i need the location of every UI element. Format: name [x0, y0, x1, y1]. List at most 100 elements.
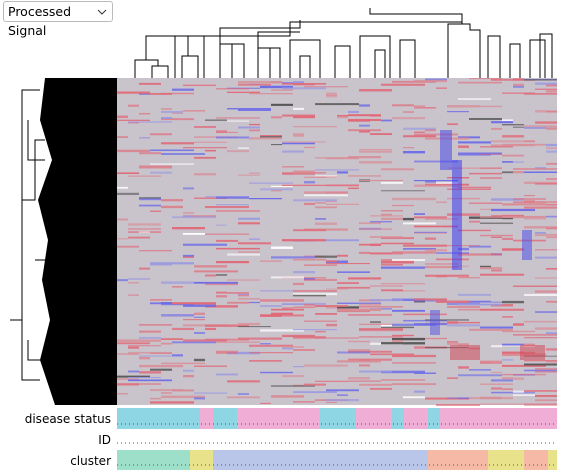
heatmap-cell — [513, 198, 546, 200]
heatmap-cell — [128, 122, 139, 124]
heatmap-cell — [414, 180, 458, 182]
heatmap-cell — [227, 396, 260, 399]
heatmap-cell — [469, 369, 491, 371]
heatmap-cell — [194, 358, 205, 362]
heatmap-cell — [271, 89, 293, 91]
heatmap-cell — [139, 82, 161, 85]
heatmap-cell — [414, 79, 447, 83]
heatmap-cell — [216, 210, 260, 212]
heatmap-cell — [117, 375, 150, 378]
heatmap-cell — [194, 312, 205, 316]
heatmap-cell — [260, 371, 293, 374]
heatmap-cell — [381, 210, 403, 212]
heatmap-cell — [392, 104, 414, 107]
heatmap-cell — [150, 163, 194, 165]
heatmap-cell — [271, 395, 304, 398]
heatmap-cell — [524, 360, 557, 362]
heatmap-cell — [524, 195, 535, 197]
heatmap-cell — [524, 390, 557, 392]
heatmap-cell — [161, 92, 194, 95]
heatmap-cell — [293, 391, 337, 394]
heatmap-cell — [238, 174, 260, 176]
heatmap-cell — [502, 248, 524, 251]
heatmap-cell — [315, 305, 348, 308]
heatmap-cell — [480, 360, 502, 363]
heatmap-cell — [359, 150, 392, 153]
dropdown-arrow — [97, 9, 107, 15]
heatmap-cell — [260, 188, 293, 191]
heatmap-cell — [216, 88, 249, 90]
heatmap-cell — [513, 168, 557, 170]
heatmap-cell — [546, 84, 557, 87]
heatmap-cell — [326, 288, 348, 290]
heatmap-cell — [348, 277, 381, 280]
heatmap-cell — [139, 355, 183, 357]
heatmap-cell — [370, 299, 403, 302]
heatmap-cell — [502, 377, 513, 380]
heatmap-cell — [293, 366, 304, 368]
heatmap-cell — [414, 213, 425, 215]
heatmap-cell — [381, 119, 392, 122]
heatmap-cell — [447, 377, 458, 379]
heatmap-cell — [436, 404, 480, 406]
heatmap-cell — [205, 149, 216, 152]
heatmap-cell — [161, 281, 194, 284]
heatmap-block — [440, 130, 452, 170]
heatmap-cell — [293, 229, 326, 232]
heatmap-cell — [249, 93, 293, 95]
heatmap-cell — [447, 321, 458, 324]
heatmap-cell — [194, 141, 227, 143]
heatmap-cell — [150, 262, 194, 265]
heatmap-cell — [403, 127, 436, 130]
heatmap-cell — [381, 289, 403, 292]
heatmap-cell — [381, 379, 425, 381]
heatmap-cell — [447, 306, 480, 308]
heatmap-cell — [392, 362, 436, 364]
heatmap-cell — [139, 137, 150, 139]
heatmap-cell — [392, 334, 414, 337]
heatmap-cell — [403, 111, 414, 113]
signal-dropdown[interactable]: Processed Signal — [3, 1, 113, 38]
heatmap-cell — [117, 172, 139, 174]
heatmap-cell — [183, 369, 194, 372]
heatmap-cell — [458, 186, 491, 189]
heatmap-cell — [359, 228, 392, 231]
heatmap-cell — [535, 277, 557, 279]
heatmap-cell — [414, 184, 458, 187]
heatmap-cell — [337, 115, 348, 117]
heatmap-cell — [293, 173, 315, 175]
heatmap-cell — [403, 396, 425, 399]
heatmap-cell — [524, 343, 535, 346]
heatmap-block — [520, 345, 545, 360]
heatmap-cell — [513, 394, 535, 396]
heatmap-cell — [326, 260, 337, 263]
heatmap-cell — [238, 222, 260, 225]
heatmap-cell — [117, 136, 128, 138]
heatmap-cell — [458, 81, 502, 84]
heatmap-cell — [172, 112, 183, 114]
heatmap-cell — [304, 191, 348, 194]
heatmap-cell — [535, 110, 546, 113]
heatmap-cell — [524, 369, 557, 372]
heatmap-cell — [337, 306, 359, 309]
heatmap-cell — [293, 126, 337, 128]
heatmap-cell — [128, 278, 150, 280]
heatmap-cell — [447, 167, 491, 169]
heatmap-cell — [370, 321, 381, 324]
heatmap-cell — [458, 247, 469, 251]
heatmap-cell — [359, 306, 403, 308]
heatmap-cell — [304, 320, 337, 322]
heatmap-cell — [447, 321, 480, 324]
heatmap-cell — [161, 205, 183, 209]
heatmap-cell — [480, 234, 513, 237]
heatmap-cell — [183, 212, 194, 214]
heatmap-cell — [513, 334, 557, 336]
heatmap-cell — [238, 251, 260, 253]
heatmap-cell — [293, 349, 315, 351]
heatmap-cell — [524, 171, 557, 173]
heatmap-cell — [304, 181, 315, 184]
heatmap-cell — [227, 150, 249, 153]
heatmap-cell — [238, 217, 260, 220]
heatmap-cell — [293, 329, 337, 331]
heatmap-cell — [216, 351, 238, 354]
